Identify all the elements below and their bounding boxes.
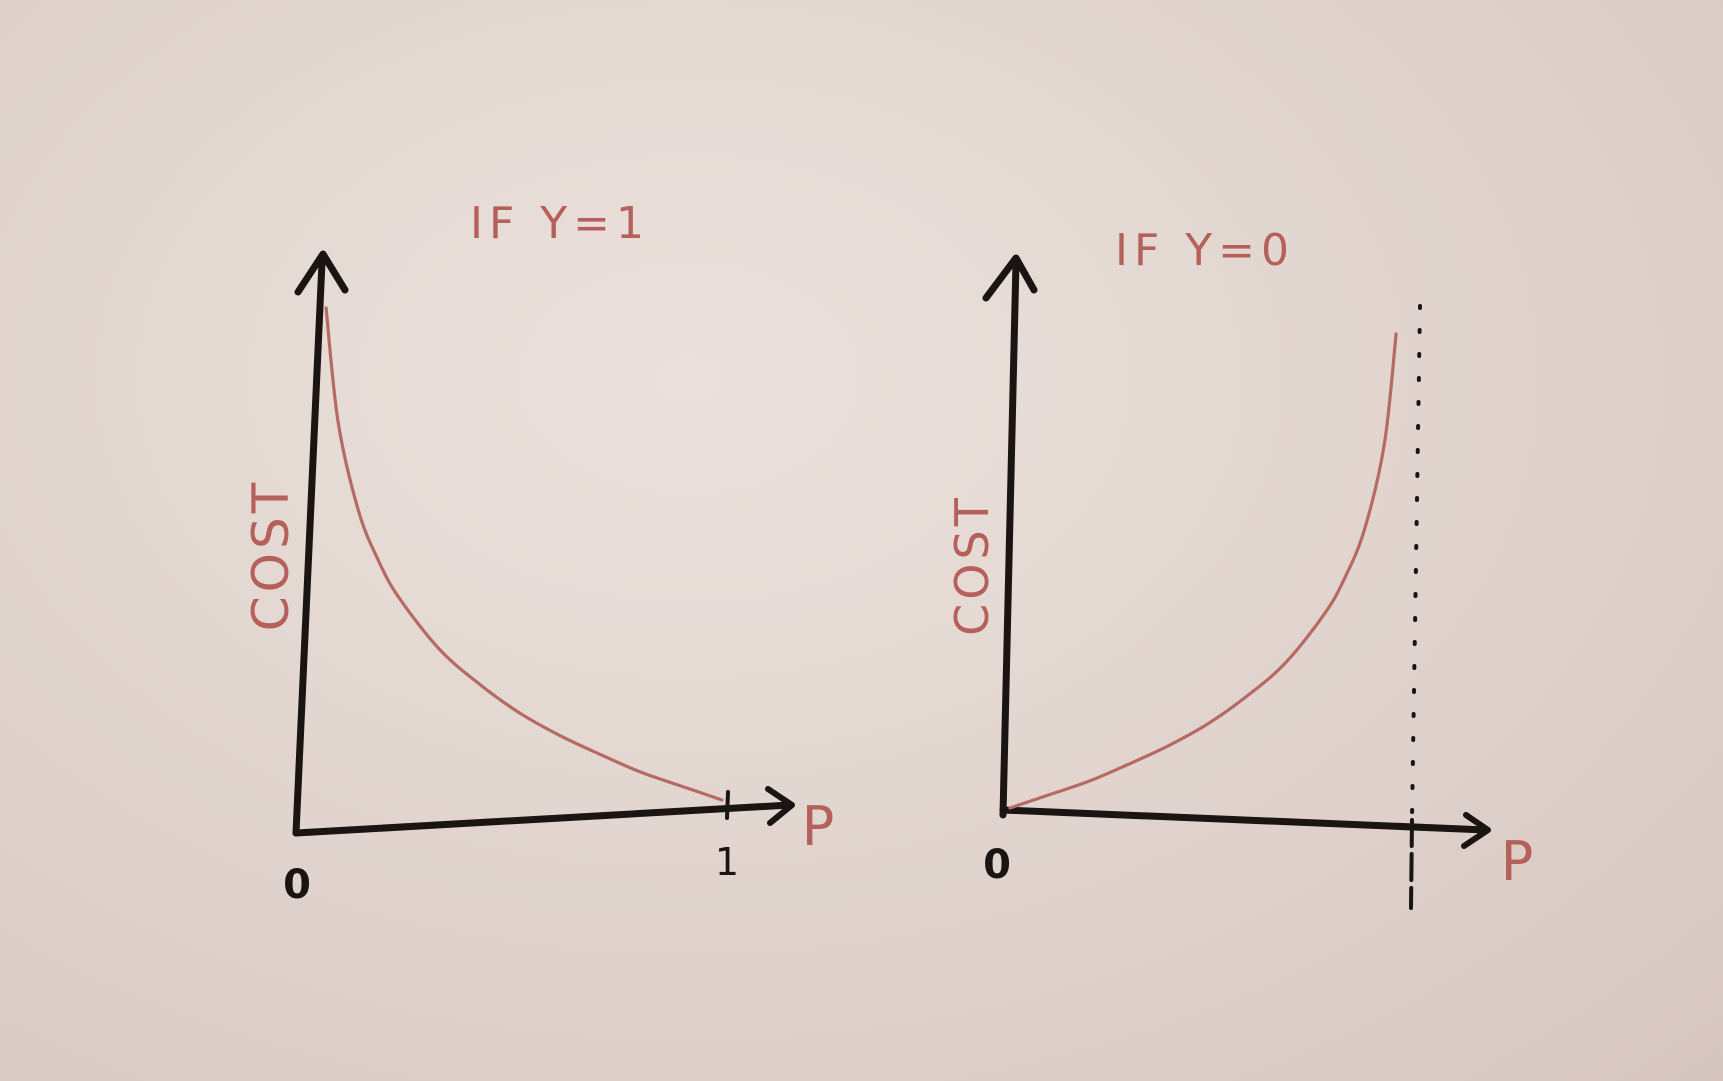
chart-y1-y-axis [292,258,326,837]
chart-y0-title: IF Y=0 [1115,225,1295,276]
chart-y1-xlabel: P [802,795,835,858]
chart-y0-x-axis [999,806,1490,834]
chart-y0-tick-1 [1409,818,1414,910]
chart-y0-y-arrowhead [982,254,1038,302]
chart-y1-x-arrowhead [765,786,795,826]
chart-y0-xlabel: P [1501,830,1534,893]
chart-y0-ylabel: COST [945,494,999,636]
chart-y1-tick-label-0: 0 [283,862,311,908]
chart-y1-title: IF Y=1 [470,198,650,249]
chart-y0: IF Y=0 COST P 0 [945,225,1534,910]
chart-y0-y-axis [999,258,1020,819]
chart-y1-ylabel: COST [242,479,300,632]
chart-y1-tick-1 [725,790,730,820]
chart-y1-tick-label-1: 1 [715,840,739,884]
chart-y0-series-line [1008,332,1398,810]
chart-y1-series-line [324,306,724,802]
chart-y0-tick-label-0: 0 [983,842,1011,888]
chart-y1-y-arrowhead [294,250,349,296]
chart-y0-asymptote [1410,304,1422,820]
chart-y1-x-axis [292,801,794,837]
chart-y1: IF Y=1 COST P 0 1 [242,198,834,908]
chart-y0-x-arrowhead [1461,812,1491,849]
